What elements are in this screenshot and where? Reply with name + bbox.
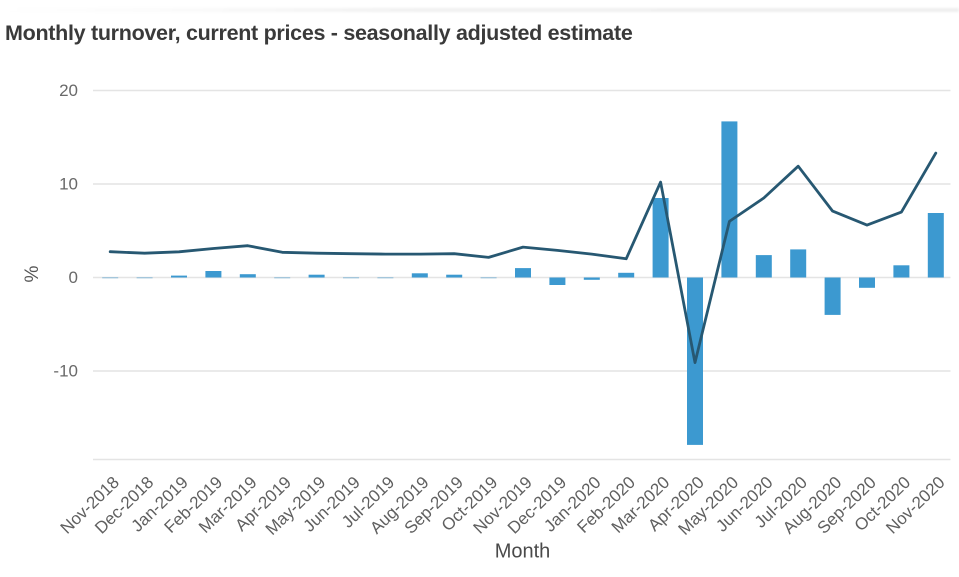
svg-text:-10: -10 (53, 362, 78, 381)
svg-text:%: % (22, 265, 43, 282)
svg-text:10: 10 (59, 175, 78, 194)
svg-text:0: 0 (69, 268, 78, 287)
svg-text:Month: Month (495, 541, 551, 563)
svg-text:20: 20 (59, 81, 78, 100)
